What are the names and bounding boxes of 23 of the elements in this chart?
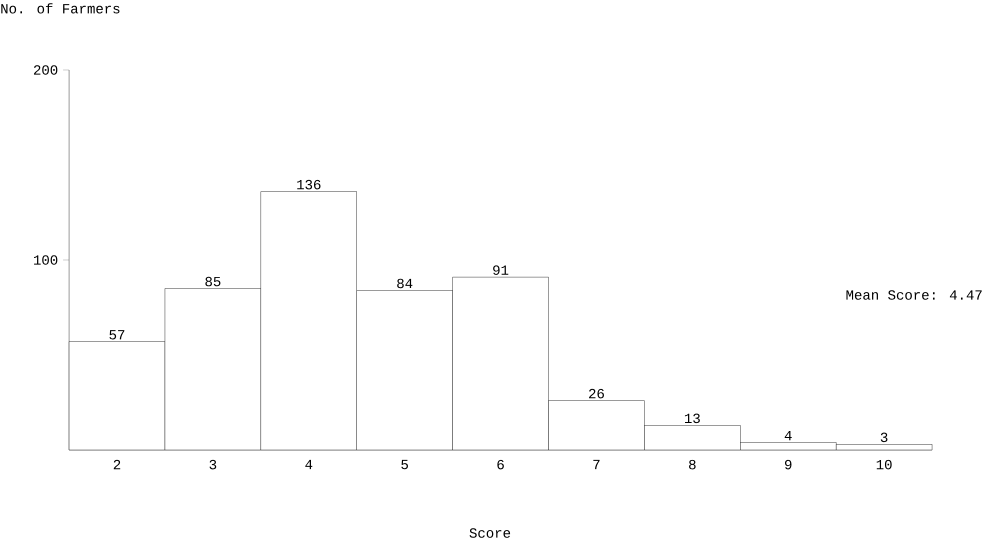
data-label: 136: [297, 180, 320, 190]
x-tick-label: 8: [689, 460, 696, 470]
data-label: 3: [880, 432, 888, 442]
x-tick-label: 4: [305, 460, 312, 470]
x-tick-label: 7: [593, 460, 600, 470]
x-tick-label: 5: [401, 460, 408, 470]
data-label: 13: [684, 414, 700, 424]
data-label: 26: [589, 388, 604, 398]
x-tick-label: 9: [784, 460, 792, 470]
annotation: Mean Score: 4.47: [846, 290, 982, 300]
x-axis-title: Score: [470, 528, 510, 538]
y-axis-title: No. of Farmers: [1, 3, 120, 14]
x-tick-label: 2: [114, 460, 120, 470]
data-label: 4: [784, 430, 792, 440]
data-label: 85: [205, 276, 220, 286]
x-tick-label: 6: [497, 460, 504, 470]
x-tick-label: 10: [876, 460, 892, 470]
data-label: 84: [397, 278, 412, 288]
y-tick-label: 200: [34, 65, 58, 75]
data-label: 57: [109, 330, 124, 340]
x-tick-label: 3: [210, 460, 216, 470]
y-tick-label: 100: [34, 255, 58, 265]
data-label: 91: [493, 265, 508, 275]
